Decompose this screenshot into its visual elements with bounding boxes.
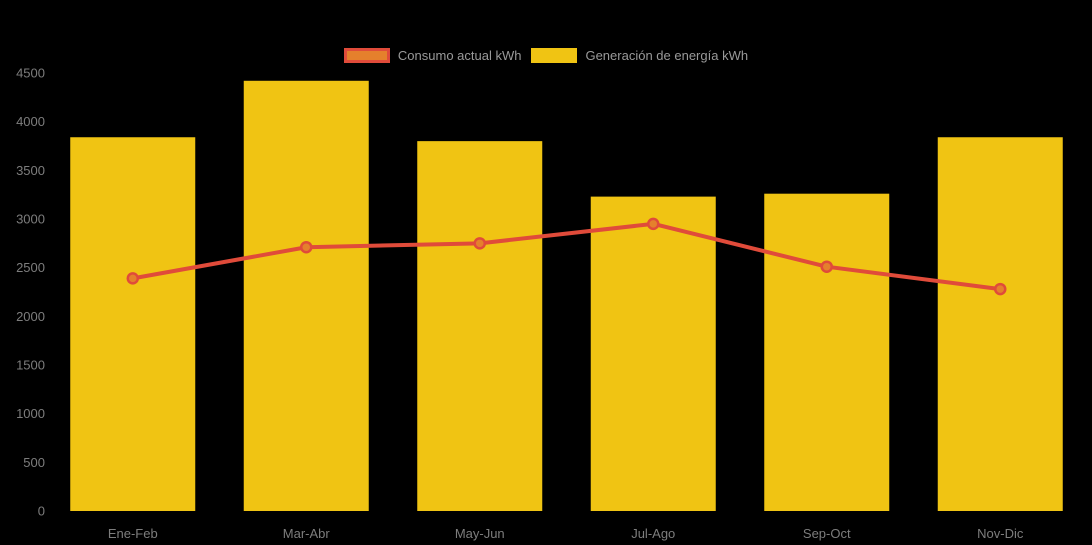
generacion-bar[interactable] — [590, 196, 716, 511]
consumo-line-point[interactable] — [820, 260, 833, 273]
consumo-line-point[interactable] — [647, 217, 660, 231]
consumo-line-point[interactable] — [994, 282, 1007, 296]
generacion-swatch-icon — [531, 48, 578, 63]
legend-label-generacion: Generación de energía kWh — [585, 48, 749, 63]
generacion-bar[interactable] — [764, 193, 890, 511]
y-axis-tick-label: 1000 — [16, 406, 45, 421]
x-axis-category-label: Ene-Feb — [108, 526, 158, 541]
y-axis-tick-label: 0 — [38, 504, 45, 519]
y-axis-tick-label: 2000 — [16, 309, 45, 324]
legend-item-consumo[interactable]: Consumo actual kWh — [343, 48, 522, 63]
y-axis-tick-label: 2500 — [16, 260, 45, 275]
generacion-bar[interactable] — [937, 137, 1063, 512]
x-axis-category-label: Nov-Dic — [977, 526, 1024, 541]
consumo-line — [130, 221, 1003, 292]
y-axis-tick-label: 3000 — [16, 212, 45, 227]
consumo-swatch-icon — [343, 48, 390, 63]
generacion-bar[interactable] — [70, 137, 196, 512]
consumo-line-point[interactable] — [473, 237, 486, 250]
generacion-bar[interactable] — [243, 80, 369, 511]
y-axis-tick-label: 4500 — [16, 66, 45, 81]
x-axis-category-label: May-Jun — [455, 526, 505, 541]
legend-label-consumo: Consumo actual kWh — [397, 48, 522, 63]
y-axis-tick-label: 500 — [23, 455, 45, 470]
y-axis-tick-label: 3500 — [16, 163, 45, 178]
consumo-line-point[interactable] — [300, 240, 313, 254]
generacion-bar[interactable] — [417, 141, 543, 511]
x-axis-category-label: Jul-Ago — [631, 526, 675, 541]
y-axis-tick-label: 4000 — [16, 114, 45, 129]
x-axis-category-label: Sep-Oct — [803, 526, 851, 541]
x-axis-category-label: Mar-Abr — [283, 526, 331, 541]
legend-item-generacion[interactable]: Generación de energía kWh — [531, 48, 748, 63]
consumo-line-point[interactable] — [126, 272, 139, 285]
y-axis-tick-label: 1500 — [16, 358, 45, 373]
chart-legend: Consumo actual kWh Generación de energía… — [0, 48, 1092, 63]
